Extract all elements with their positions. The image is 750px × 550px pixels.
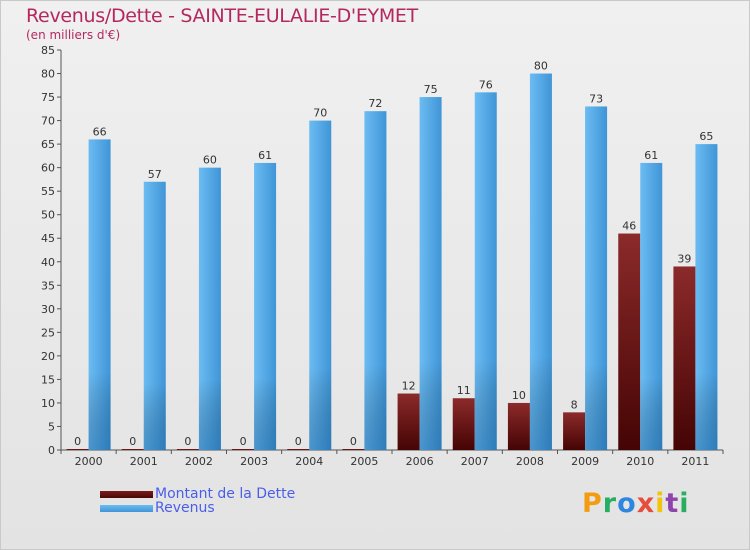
data-label-dette-2001: 0 — [129, 435, 136, 448]
y-tick-label: 85 — [41, 44, 55, 57]
y-tick-label: 65 — [41, 138, 55, 151]
data-label-dette-2003: 0 — [240, 435, 247, 448]
logo-letter: o — [617, 488, 637, 519]
data-label-dette-2004: 0 — [295, 435, 302, 448]
bar-revenus-shade-2002 — [198, 167, 221, 450]
x-tick-label: 2006 — [406, 455, 434, 468]
bar-dette-2003 — [232, 449, 255, 450]
y-tick-label: 75 — [41, 91, 55, 104]
legend-swatch-revenus — [100, 504, 153, 512]
data-label-revenus-2008: 80 — [534, 60, 548, 73]
data-label-dette-2011: 39 — [677, 252, 691, 265]
x-tick-label: 2007 — [461, 455, 489, 468]
bar-revenus-shade-2004 — [309, 120, 332, 451]
logo-letter: r — [602, 488, 618, 519]
data-label-revenus-2001: 57 — [148, 168, 162, 181]
x-tick-label: 2011 — [681, 455, 709, 468]
data-label-dette-2008: 10 — [512, 389, 526, 402]
bar-dette-2008 — [507, 402, 530, 450]
bar-dette-2007 — [452, 398, 475, 450]
data-label-revenus-2006: 75 — [424, 83, 438, 96]
bar-revenus-shade-2010 — [640, 162, 663, 451]
bar-revenus-shade-2007 — [474, 92, 497, 451]
x-tick-label: 2003 — [240, 455, 268, 468]
legend-item-dette: Montant de la Dette — [100, 486, 296, 502]
bar-dette-2002 — [176, 449, 199, 450]
bar-dette-2001 — [121, 449, 144, 450]
logo-letter: i — [679, 488, 690, 519]
y-tick-label: 0 — [48, 444, 55, 457]
data-label-revenus-2002: 60 — [203, 154, 217, 167]
legend-swatch-dette — [100, 490, 153, 498]
data-label-revenus-2007: 76 — [479, 78, 493, 91]
x-tick-label: 2009 — [571, 455, 599, 468]
bars-layer — [66, 73, 718, 451]
y-tick-label: 70 — [41, 115, 55, 128]
bar-revenus-shade-2009 — [585, 106, 608, 451]
y-tick-label: 50 — [41, 209, 55, 222]
bar-dette-2006 — [397, 393, 420, 450]
data-label-revenus-2003: 61 — [258, 149, 272, 162]
data-label-revenus-2004: 70 — [313, 107, 327, 120]
y-tick-label: 20 — [41, 350, 55, 363]
bar-dette-2011 — [673, 266, 696, 450]
logo-letter: P — [582, 488, 603, 519]
y-tick-label: 5 — [48, 420, 55, 433]
x-tick-label: 2000 — [75, 455, 103, 468]
x-tick-label: 2005 — [350, 455, 378, 468]
data-label-revenus-2009: 73 — [589, 92, 603, 105]
legend-label-dette: Montant de la Dette — [155, 486, 296, 502]
data-label-dette-2005: 0 — [350, 435, 357, 448]
bar-dette-2000 — [66, 449, 89, 450]
legend-label-revenus: Revenus — [155, 500, 215, 516]
x-tick-label: 2010 — [626, 455, 654, 468]
data-label-dette-2009: 8 — [571, 398, 578, 411]
y-tick-label: 60 — [41, 162, 55, 175]
proxiti-logo: Proxiti — [582, 488, 690, 519]
bar-revenus-shade-2003 — [254, 162, 277, 451]
bar-revenus-shade-2008 — [529, 73, 552, 450]
bar-revenus-shade-2006 — [419, 97, 442, 450]
logo-letter: i — [655, 488, 666, 519]
y-tick-label: 80 — [41, 68, 55, 81]
bar-dette-2009 — [563, 412, 586, 450]
bar-dette-2005 — [342, 449, 365, 450]
y-tick-label: 40 — [41, 256, 55, 269]
bar-revenus-shade-2011 — [695, 144, 718, 450]
y-tick-label: 10 — [41, 397, 55, 410]
data-label-revenus-2010: 61 — [644, 149, 658, 162]
y-tick-label: 30 — [41, 303, 55, 316]
data-labels-layer: 0 66 0 57 0 60 0 61 0 70 0 72 12 75 11 76 10 80 8 73 46 61 39 6… — [74, 60, 713, 448]
data-label-dette-2000: 0 — [74, 435, 81, 448]
y-tick-label: 45 — [41, 232, 55, 245]
x-tick-label: 2008 — [516, 455, 544, 468]
data-label-revenus-2000: 66 — [93, 125, 107, 138]
data-label-dette-2010: 46 — [622, 220, 636, 233]
x-tick-label: 2002 — [185, 455, 213, 468]
bar-revenus-shade-2001 — [143, 181, 166, 450]
y-tick-label: 55 — [41, 185, 55, 198]
x-tick-label: 2004 — [295, 455, 323, 468]
y-tick-label: 15 — [41, 373, 55, 386]
logo-letter: x — [636, 488, 656, 519]
data-label-dette-2007: 11 — [457, 384, 471, 397]
y-tick-label: 25 — [41, 326, 55, 339]
bar-dette-2004 — [287, 449, 310, 450]
bar-revenus-shade-2000 — [88, 139, 111, 451]
bar-dette-2010 — [618, 233, 641, 450]
data-label-dette-2006: 12 — [402, 380, 416, 393]
bar-revenus-shade-2005 — [364, 111, 387, 451]
legend-item-revenus: Revenus — [100, 500, 215, 516]
data-label-revenus-2011: 65 — [699, 130, 713, 143]
data-label-dette-2002: 0 — [184, 435, 191, 448]
y-tick-label: 35 — [41, 279, 55, 292]
logo-letter: t — [665, 488, 680, 519]
chart-title: Revenus/Dette - SAINTE-EULALIE-D'EYMET — [26, 5, 418, 27]
x-tick-label: 2001 — [130, 455, 158, 468]
data-label-revenus-2005: 72 — [368, 97, 382, 110]
chart-subtitle: (en milliers d'€) — [26, 28, 121, 42]
